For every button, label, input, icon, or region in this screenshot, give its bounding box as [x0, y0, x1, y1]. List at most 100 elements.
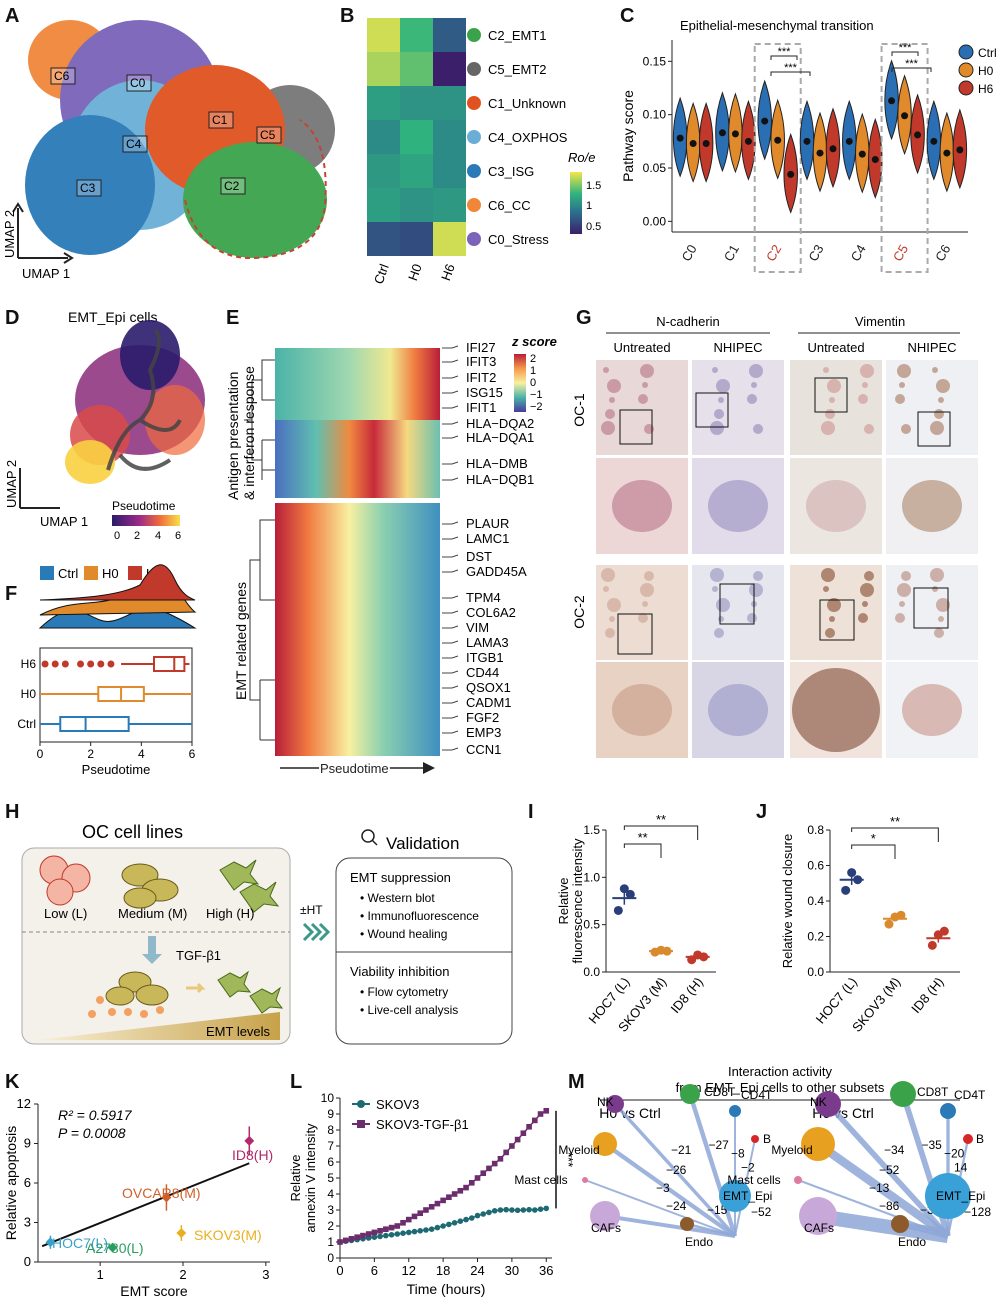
l-point — [377, 1228, 383, 1234]
dot-ytick-label: 0.6 — [807, 859, 824, 873]
sig-bracket — [770, 55, 798, 60]
m-node-label: B — [763, 1132, 771, 1146]
m-edge-value: −8 — [731, 1147, 745, 1161]
h-tgf-label: TGF-β1 — [176, 948, 221, 963]
m-node — [890, 1081, 916, 1107]
l-ytick-label: 0 — [327, 1251, 334, 1265]
sig-label: *** — [784, 62, 798, 74]
m-title-2: from EMT_Epi cells to other subsets — [676, 1080, 885, 1095]
pseudotime-cells — [65, 320, 205, 484]
m-node — [815, 1091, 841, 1117]
panel-letter-m: M — [568, 1071, 585, 1093]
gene-label: HLA−DQA2 — [466, 416, 534, 431]
l-point — [388, 1224, 395, 1231]
h-cell-high: High (H) — [206, 906, 254, 921]
m-node-label: Endo — [685, 1235, 713, 1249]
cluster-label-box — [76, 179, 102, 197]
l-point — [503, 1206, 509, 1213]
z-tick-m2: −2 — [530, 401, 543, 413]
heatmap-cell — [367, 18, 400, 52]
k-xtick-label: 3 — [262, 1267, 269, 1282]
l-point — [474, 1212, 481, 1219]
m-node-label: NK — [597, 1095, 614, 1109]
gene-label: LAMA3 — [466, 635, 509, 650]
k-point-label: A2780(L) — [86, 1240, 144, 1256]
h-box2-item-2: • Live-cell analysis — [360, 1003, 458, 1017]
violin-highlight-box — [753, 43, 802, 273]
gene-label: HLA−DMB — [466, 456, 528, 471]
m-edge-value: −34 — [884, 1143, 905, 1157]
heatmap-cell — [433, 188, 466, 222]
gene-tick — [442, 375, 459, 379]
ihc-cell — [823, 586, 829, 592]
k-point-label: HOC7(L) — [52, 1235, 108, 1251]
emt-outline — [184, 119, 327, 260]
l-point — [446, 1194, 452, 1200]
l-point — [509, 1207, 515, 1213]
gene-tick — [442, 730, 459, 734]
ihc-cell — [718, 616, 724, 622]
ihc-cell — [747, 394, 757, 404]
ihc-cell — [862, 601, 868, 607]
l-ytick-label: 5 — [327, 1171, 334, 1185]
f-box — [59, 716, 130, 732]
sig-bracket — [851, 844, 896, 859]
panel-letter-l: L — [290, 1071, 302, 1093]
row-legend-label: C3_ISG — [488, 164, 534, 179]
gene-label: ITGB1 — [466, 650, 504, 665]
gene-tick — [442, 640, 459, 644]
l-point — [491, 1208, 498, 1214]
gene-tick — [442, 685, 459, 689]
panel-h-schematic: OC cell lines Low (L) Medium (M) High (H… — [21, 822, 513, 1045]
k-xtick-label: 1 — [97, 1267, 104, 1282]
k-point-label: OVCAR8(M) — [122, 1185, 201, 1201]
m-edge-value: −2 — [741, 1161, 755, 1175]
gene-label: IFI27 — [466, 340, 496, 355]
ihc-zoom-box — [814, 377, 848, 413]
cluster-label: C2 — [224, 179, 240, 193]
umap-axes — [17, 208, 68, 259]
gene-label: PLAUR — [466, 516, 509, 531]
ihc-cell — [901, 571, 911, 581]
ihc-cell — [823, 367, 829, 373]
row-legend-dot — [467, 62, 481, 76]
f-outlier — [77, 660, 85, 668]
m-edge-value: −27 — [709, 1138, 730, 1152]
l-point — [371, 1234, 378, 1240]
violin-median-dot — [845, 137, 853, 145]
l-xtick-label: 30 — [505, 1263, 519, 1278]
m-node — [593, 1132, 617, 1156]
ihc-cell — [858, 613, 868, 623]
m-node — [801, 1127, 835, 1161]
ihc-cell — [716, 379, 730, 393]
heatmap-cell — [400, 86, 433, 120]
ihc-cell — [712, 367, 718, 373]
heatmap-cell — [367, 120, 400, 154]
violin-x-label: C2 — [763, 242, 784, 264]
ihc-zoom-tissue — [806, 480, 866, 532]
panel-letter-g: G — [576, 307, 592, 329]
row-legend-dot — [467, 96, 481, 110]
ihc-zoom-tissue — [708, 684, 768, 736]
h-validation-title: Validation — [386, 834, 459, 853]
gene-label: CADM1 — [466, 695, 512, 710]
k-point-label: ID8(H) — [232, 1147, 273, 1163]
gene-tick — [442, 747, 459, 751]
l-point — [514, 1136, 521, 1143]
ihc-cell — [605, 409, 615, 419]
m-node-label: Mast cells — [514, 1173, 567, 1187]
l-point — [417, 1228, 424, 1234]
l-sig-label: *** — [561, 1152, 576, 1167]
row-legend-dot — [467, 164, 481, 178]
gene-label: GADD45A — [466, 564, 527, 579]
ihc-cell — [714, 628, 724, 638]
panel-e-gene-heatmap: Antigen presentation & interferon respon… — [225, 334, 557, 778]
panel-d-pseudotime-umap: EMT_Epi cells UMAP 2 UMAP 1 Pseudotime 0… — [4, 309, 205, 542]
k-ylabel: Relative apoptosis — [3, 1126, 19, 1240]
z-tick-2: 2 — [530, 353, 536, 365]
g-row-label: OC-1 — [571, 393, 587, 427]
violin-median-dot — [731, 130, 739, 138]
sig-bracket — [891, 67, 932, 72]
violin-median-dot — [718, 129, 726, 137]
